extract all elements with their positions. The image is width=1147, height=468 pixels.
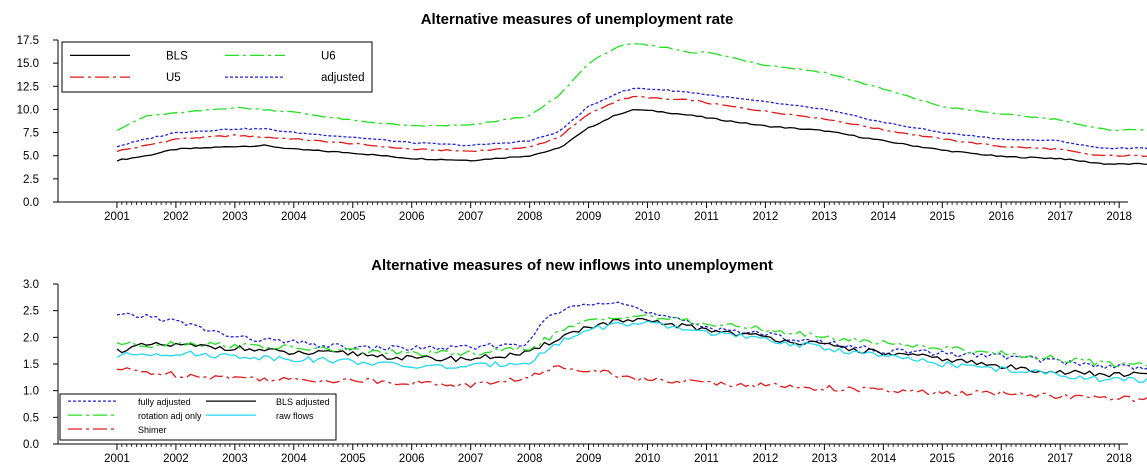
legend-label: fully adjusted [138, 397, 191, 407]
chart-2: Alternative measures of new inflows into… [23, 257, 1147, 465]
y-tick-label: 2.5 [23, 306, 39, 318]
x-tick-label: 2014 [871, 211, 897, 223]
chart-title: Alternative measures of unemployment rat… [421, 11, 734, 28]
series-line-shimer [116, 365, 1147, 403]
y-tick-label: 0.5 [23, 412, 39, 424]
x-tick-label: 2015 [930, 453, 956, 465]
legend-label: adjusted [321, 72, 364, 84]
x-tick-label: 2003 [222, 211, 248, 223]
series-line-rotation-adj-only [116, 313, 1147, 368]
x-tick-label: 2008 [517, 453, 543, 465]
chart-1: Alternative measures of unemployment rat… [17, 11, 1147, 223]
y-tick-label: 5.0 [23, 151, 39, 163]
x-tick-label: 2017 [1047, 211, 1073, 223]
legend-label: Shimer [138, 425, 167, 435]
y-tick-label: 17.5 [17, 35, 39, 47]
legend: fully adjusted rotation adj only Shimer BLS… [59, 393, 337, 441]
y-tick-label: 12.5 [17, 81, 39, 93]
x-tick-label: 2017 [1047, 453, 1073, 465]
x-tick-label: 2009 [576, 453, 602, 465]
legend-box [61, 41, 373, 93]
x-tick-label: 2016 [988, 453, 1014, 465]
x-tick-label: 2007 [458, 453, 484, 465]
x-tick-label: 2010 [635, 453, 661, 465]
x-tick-label: 2005 [340, 453, 366, 465]
legend: BLS U5 U6 adjusted [61, 41, 373, 93]
series-line-u6 [116, 42, 1147, 132]
x-tick-label: 2002 [163, 453, 189, 465]
y-tick-label: 7.5 [23, 128, 39, 140]
legend-label: raw flows [276, 411, 314, 421]
y-tick-label: 2.5 [23, 174, 39, 186]
x-tick-label: 2003 [222, 453, 248, 465]
x-tick-label: 2012 [753, 211, 779, 223]
series-line-bls-adjusted [116, 317, 1147, 378]
x-tick-label: 2011 [694, 211, 719, 223]
legend-label: BLS [166, 50, 188, 62]
series-line-raw-flows [116, 320, 1147, 384]
x-tick-label: 2009 [576, 211, 602, 223]
y-tick-label: 1.0 [23, 386, 39, 398]
x-tick-label: 2018 [1106, 211, 1132, 223]
series-line-fully-adjusted [116, 301, 1147, 371]
x-tick-label: 2001 [104, 453, 130, 465]
y-tick-label: 1.5 [23, 359, 39, 371]
x-tick-label: 2007 [458, 211, 484, 223]
x-tick-label: 2014 [871, 453, 897, 465]
series-line-adjusted [116, 87, 1147, 150]
x-tick-label: 2006 [399, 453, 425, 465]
chart-title: Alternative measures of new inflows into… [371, 257, 773, 274]
x-tick-label: 2005 [340, 211, 366, 223]
x-tick-label: 2012 [753, 453, 779, 465]
legend-label: U5 [166, 72, 181, 84]
x-tick-label: 2008 [517, 211, 543, 223]
x-tick-label: 2010 [635, 211, 661, 223]
x-tick-label: 2011 [694, 453, 719, 465]
legend-label: rotation adj only [138, 411, 202, 421]
x-tick-label: 2013 [812, 453, 838, 465]
x-tick-label: 2004 [281, 211, 307, 223]
x-tick-label: 2016 [988, 211, 1014, 223]
series-line-bls [116, 109, 1147, 165]
legend-label: U6 [321, 50, 336, 62]
y-tick-label: 0.0 [23, 197, 39, 209]
x-tick-label: 2004 [281, 453, 307, 465]
y-tick-label: 0.0 [23, 439, 39, 451]
x-tick-label: 2015 [930, 211, 956, 223]
y-tick-label: 10.0 [17, 104, 39, 116]
series-line-u5 [116, 95, 1147, 157]
legend-label: BLS adjusted [276, 397, 330, 407]
y-tick-label: 15.0 [17, 58, 39, 70]
y-tick-label: 3.0 [23, 279, 39, 291]
x-tick-label: 2018 [1106, 453, 1132, 465]
x-tick-label: 2002 [163, 211, 189, 223]
x-tick-label: 2013 [812, 211, 838, 223]
y-tick-label: 2.0 [23, 332, 39, 344]
x-tick-label: 2006 [399, 211, 425, 223]
x-tick-label: 2001 [104, 211, 130, 223]
